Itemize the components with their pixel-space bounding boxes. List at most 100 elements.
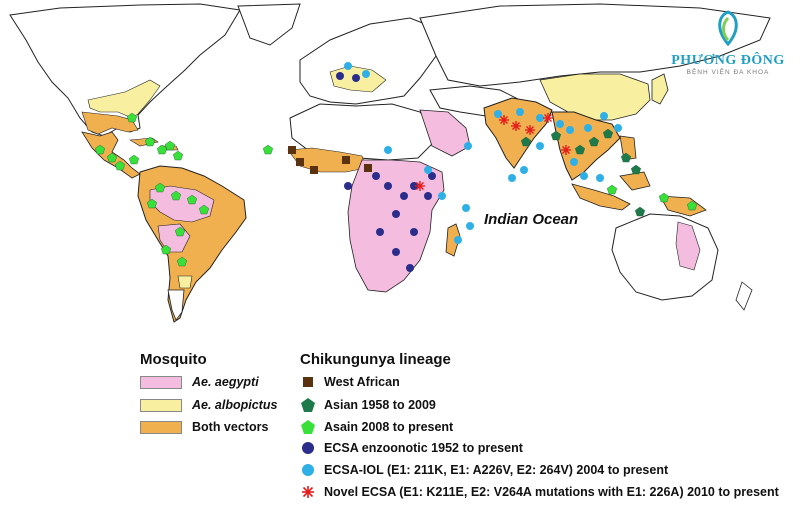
asian-2008-marker (186, 194, 198, 205)
asian-1958-marker (620, 152, 632, 163)
asian-2008-marker (176, 256, 188, 267)
ecsa-iol-marker (566, 126, 574, 134)
asian-2008-marker (262, 144, 274, 155)
madagascar-both-vectors (445, 223, 461, 257)
asian-2008-marker (146, 198, 158, 209)
ecsa-enzootic-marker (392, 248, 400, 256)
ecsa-iol-marker (424, 166, 432, 174)
ecsa-enzootic-marker (384, 182, 392, 190)
usa-albopictus-region (87, 79, 161, 119)
asian-2008-marker (658, 192, 670, 203)
west-african-marker (288, 146, 296, 154)
legend-item-label: Ae. albopictus (192, 398, 278, 412)
mosquito-legend-title: Mosquito (140, 351, 207, 368)
ecsa-iol-marker (508, 174, 516, 182)
novel-ecsa-marker (511, 121, 521, 131)
ecsa-enzootic-marker (336, 72, 344, 80)
asian-2008-marker (144, 136, 156, 147)
asian-2008-marker (114, 160, 126, 171)
ecsa-iol-marker (438, 192, 446, 200)
north-america (9, 3, 241, 137)
circle-icon (300, 441, 316, 455)
australia (611, 213, 719, 301)
leaf-logo-icon (718, 10, 738, 47)
ocean-label: Indian Ocean (484, 211, 578, 228)
ecsa-enzootic-marker (376, 228, 384, 236)
ecsa-enzootic-marker (424, 192, 432, 200)
novel-ecsa-marker (415, 181, 425, 191)
novel-ecsa-marker (561, 145, 571, 155)
west-african-marker (310, 166, 318, 174)
asian-1958-marker (630, 164, 642, 175)
ecsa-enzootic-marker (352, 74, 360, 82)
ecsa-iol-marker (344, 62, 352, 70)
legend-item-label: ECSA-IOL (E1: 211K, E1: A226V, E2: 264V)… (324, 463, 669, 477)
legend-item-ecsa-iol: ECSA-IOL (E1: 211K, E1: A226V, E2: 264V)… (300, 463, 668, 477)
south-cone-albopictus-region (177, 275, 193, 289)
logo-name: PHƯƠNG ĐÔNG (671, 53, 785, 68)
star-burst-icon (300, 485, 316, 499)
ecsa-enzootic-marker (392, 210, 400, 218)
asian-2008-marker (686, 200, 698, 211)
ecsa-iol-marker (580, 172, 588, 180)
legend-item-label: Both vectors (192, 420, 269, 434)
lineage-markers (94, 62, 698, 272)
asian-1958-marker (574, 144, 586, 155)
aegypti-swatch (140, 375, 182, 389)
legend-item-albopictus: Ae. albopictus (140, 398, 277, 412)
legend-item-label: West African (324, 375, 400, 389)
asian-1958-marker (520, 136, 532, 147)
lineage-legend-title: Chikungunya lineage (300, 351, 451, 368)
hospital-logo: PHƯƠNG ĐÔNG BỆNH VIỆN ĐA KHOA (668, 8, 788, 76)
asian-2008-marker (128, 154, 140, 165)
japan (651, 73, 669, 105)
ecsa-enzootic-marker (406, 264, 414, 272)
central-africa-aegypti (347, 159, 445, 293)
square-icon (300, 376, 316, 388)
asian-2008-marker (94, 144, 106, 155)
north-asia (419, 3, 771, 87)
asian-2008-marker (154, 182, 166, 193)
ecsa-iol-marker (454, 236, 462, 244)
ecsa-iol-marker (556, 120, 564, 128)
ecsa-enzootic-marker (410, 228, 418, 236)
ecsa-iol-marker (520, 166, 528, 174)
ecsa-enzootic-marker (410, 182, 418, 190)
ecsa-iol-marker (516, 108, 524, 116)
novel-ecsa-marker (499, 115, 509, 125)
legend-item-aegypti: Ae. aegypti (140, 375, 259, 389)
legend-item-label: Asian 1958 to 2009 (324, 398, 436, 412)
asian-2008-marker (174, 226, 186, 237)
asian-1958-marker (588, 136, 600, 147)
ecsa-iol-marker (570, 158, 578, 166)
ecsa-iol-marker (596, 174, 604, 182)
south-asia-both-vectors (483, 97, 553, 169)
asian-2008-marker (198, 204, 210, 215)
legend-item-ecsa-enzootic: ECSA enzoonotic 1952 to present (300, 441, 523, 455)
legend-item-asian-1958: Asian 1958 to 2009 (300, 397, 436, 413)
asian-2008-marker (156, 144, 168, 155)
asian-2008-marker (126, 112, 138, 123)
novel-ecsa-marker (543, 113, 553, 123)
pentagon-icon (300, 397, 316, 413)
greenland (237, 3, 301, 46)
ecsa-enzootic-marker (400, 192, 408, 200)
legend-item-both-vectors: Both vectors (140, 420, 268, 434)
ecsa-iol-marker (494, 110, 502, 118)
china-albopictus-region (539, 73, 651, 121)
asian-2008-marker (160, 244, 172, 255)
asian-2008-marker (172, 150, 184, 161)
ecsa-iol-marker (536, 142, 544, 150)
logo-subtitle: BỆNH VIỆN ĐA KHOA (686, 69, 770, 76)
asian-1958-marker (634, 206, 646, 217)
ecsa-iol-marker (462, 204, 470, 212)
ecsa-enzootic-marker (344, 182, 352, 190)
ecsa-iol-marker (584, 124, 592, 132)
new-guinea-both-vectors (659, 195, 707, 217)
patagonia (167, 289, 185, 321)
legend-item-novel-ecsa: Novel ECSA (E1: K211E, E2: V264A mutatio… (300, 485, 779, 499)
legend-item-label: ECSA enzoonotic 1952 to present (324, 441, 523, 455)
ecsa-iol-marker (464, 142, 472, 150)
west-african-marker (296, 158, 304, 166)
